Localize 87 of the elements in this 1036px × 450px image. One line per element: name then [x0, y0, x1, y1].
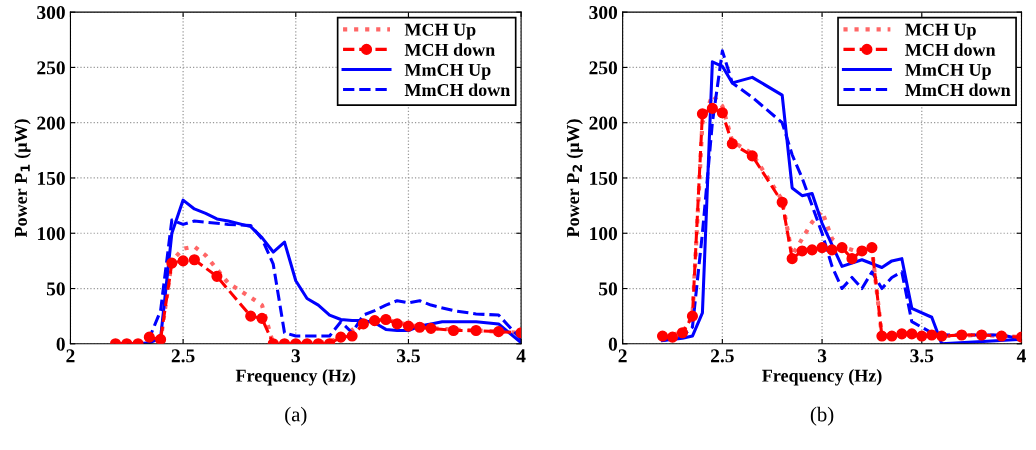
- point: [686, 310, 698, 322]
- point: [656, 330, 669, 342]
- point: [716, 107, 728, 119]
- y-tick-label: 250: [589, 61, 618, 75]
- point: [995, 330, 1008, 342]
- y-tick-label: 200: [37, 116, 65, 130]
- point: [706, 102, 718, 114]
- legend-label: MmCH down: [404, 83, 510, 97]
- x-tick-label: 2: [66, 349, 75, 363]
- point: [335, 331, 347, 343]
- point: [976, 329, 988, 341]
- point: [155, 333, 167, 344]
- x-tick-label: 3.5: [397, 349, 420, 363]
- legend-label: MmCH Up: [905, 63, 991, 80]
- point: [746, 150, 758, 162]
- point: [666, 331, 679, 343]
- point: [676, 327, 689, 339]
- point: [816, 242, 828, 254]
- legend-label: MmCH Up: [404, 63, 491, 80]
- point: [826, 244, 838, 256]
- point: [896, 328, 908, 340]
- point: [836, 242, 848, 254]
- point: [357, 318, 369, 330]
- y-tick-label: 100: [590, 227, 618, 241]
- y-tick-label: 0: [608, 337, 618, 351]
- y-axis-title: Power P$_{1}$ (μW): [14, 119, 31, 238]
- point: [447, 324, 460, 337]
- point: [166, 257, 178, 269]
- legend-label: MmCH down: [905, 83, 1011, 97]
- point: [143, 331, 155, 343]
- point: [876, 330, 888, 342]
- point: [956, 329, 968, 341]
- point: [796, 245, 808, 257]
- point: [726, 138, 738, 150]
- point: [414, 321, 426, 333]
- legend-label: MCH Up: [905, 23, 976, 40]
- point: [493, 326, 505, 338]
- x-tick-label: 3: [817, 349, 827, 363]
- y-tick-label: 100: [37, 227, 65, 241]
- y-tick-label: 0: [56, 337, 65, 351]
- y-tick-label: 150: [37, 171, 65, 185]
- point: [856, 245, 868, 257]
- x-tick-label: 4: [1016, 349, 1026, 363]
- x-tick-label: 2.5: [171, 349, 195, 363]
- text: (b): [810, 406, 834, 426]
- point: [916, 330, 928, 342]
- point: [380, 313, 392, 326]
- point: [936, 330, 948, 342]
- y-tick-label: 300: [589, 5, 618, 20]
- point: [926, 329, 938, 341]
- point: [806, 244, 818, 256]
- x-tick-label: 4: [516, 349, 526, 363]
- y-tick-label: 150: [590, 171, 618, 185]
- point: [906, 328, 918, 340]
- x-tick-label: 2: [618, 349, 627, 363]
- x-axis-title: Frequency (Hz): [235, 369, 356, 386]
- point: [177, 255, 189, 267]
- point: [776, 196, 788, 208]
- point: [346, 330, 358, 342]
- point: [188, 254, 200, 266]
- legend-label: MCH down: [905, 43, 996, 56]
- y-tick-label: 50: [46, 282, 65, 296]
- y-tick-label: 200: [589, 116, 618, 130]
- y-tick-label: 50: [599, 282, 618, 296]
- x-tick-label: 3.5: [910, 349, 934, 363]
- point: [886, 330, 898, 342]
- point: [245, 310, 257, 322]
- point: [786, 253, 798, 265]
- point: [470, 324, 482, 337]
- point: [369, 315, 381, 327]
- point: [391, 318, 403, 330]
- x-tick-label: 3: [291, 349, 300, 363]
- point: [866, 242, 878, 254]
- y-axis-title: Power P$_{2}$ (μW): [566, 119, 583, 238]
- y-tick-label: 250: [37, 61, 65, 75]
- point: [696, 108, 708, 120]
- point: [425, 322, 437, 334]
- legend-label: MCH Up: [404, 23, 476, 40]
- point: [402, 320, 414, 332]
- point: [846, 253, 858, 265]
- text: (a): [285, 406, 307, 426]
- point: [256, 312, 268, 324]
- y-tick-label: 300: [37, 5, 65, 20]
- legend-label: MCH down: [404, 43, 495, 56]
- x-tick-label: 2.5: [711, 349, 734, 363]
- x-axis-title: Frequency (Hz): [762, 369, 882, 386]
- point: [211, 270, 223, 282]
